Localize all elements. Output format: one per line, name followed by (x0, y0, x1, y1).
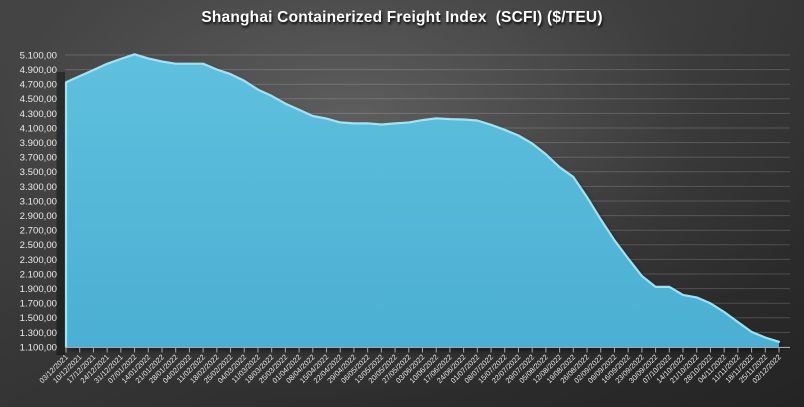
y-axis-label: 2.100,00 (20, 269, 57, 280)
area-edge-highlight (64, 53, 781, 349)
y-axis-label: 3.500,00 (20, 167, 57, 178)
left-wall-shadow (56, 72, 65, 355)
y-axis-label: 3.300,00 (20, 182, 57, 193)
y-axis-label: 4.700,00 (20, 80, 57, 91)
area-series (66, 54, 779, 348)
y-axis-label: 1.900,00 (20, 284, 57, 295)
y-axis-label: 1.100,00 (20, 342, 57, 353)
x-axis-ticks (65, 348, 780, 353)
y-axis-label: 2.300,00 (20, 255, 57, 266)
y-axis-label: 4.100,00 (20, 123, 57, 134)
y-axis-label: 4.300,00 (20, 109, 57, 120)
y-axis-label: 4.500,00 (20, 94, 57, 105)
y-axis-label: 2.900,00 (20, 211, 57, 222)
x-axis-labels: 03/12/202110/12/202117/12/202124/12/2021… (37, 353, 783, 386)
y-axis-label: 3.900,00 (20, 138, 57, 149)
y-axis-label: 1.500,00 (20, 313, 57, 324)
y-axis-label: 1.700,00 (20, 299, 57, 310)
y-axis-label: 3.100,00 (20, 196, 57, 207)
y-axis-label: 2.500,00 (20, 240, 57, 251)
y-axis-label: 4.900,00 (20, 65, 57, 76)
y-axis-label: 3.700,00 (20, 153, 57, 164)
y-axis-label: 2.700,00 (20, 226, 57, 237)
chart-title: Shanghai Containerized Freight Index (SC… (201, 9, 603, 26)
y-axis-label: 5.100,00 (20, 50, 57, 61)
y-axis-label: 1.300,00 (20, 328, 57, 339)
y-axis-labels: 5.100,00 4.900,00 4.700,00 4.500,00 4.300,00… (20, 50, 57, 353)
